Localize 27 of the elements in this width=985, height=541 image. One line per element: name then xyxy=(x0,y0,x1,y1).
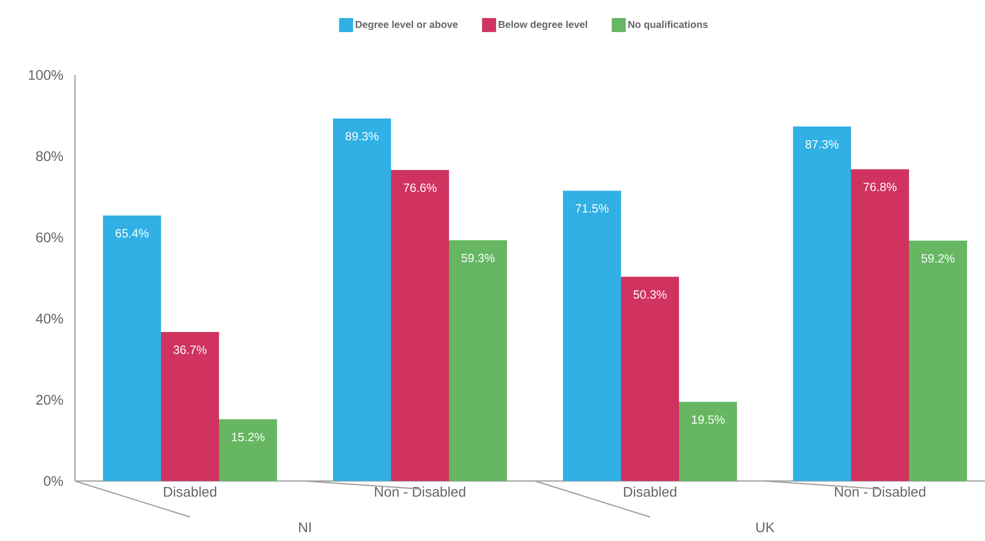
x-tick-label: Disabled xyxy=(624,486,676,497)
data-label: 50.3% xyxy=(634,290,667,299)
data-label: 19.5% xyxy=(692,415,725,424)
y-tick-label: 20% xyxy=(36,394,63,405)
data-label: 36.7% xyxy=(174,346,207,354)
data-label: 15.2% xyxy=(232,432,265,442)
data-label: 59.2% xyxy=(922,254,955,263)
text: NI xyxy=(299,522,311,532)
data-label: 87.3% xyxy=(806,140,839,149)
text: UK xyxy=(756,522,775,532)
y-tick-label: 0% xyxy=(44,476,63,486)
legend-label: No qualifications xyxy=(628,20,708,30)
legend-label: Below degree level xyxy=(498,20,588,30)
y-tick-label: 100% xyxy=(28,70,63,80)
data-label: 76.8% xyxy=(864,182,897,192)
y-tick-label: 60% xyxy=(36,232,63,242)
data-label: 76.6% xyxy=(404,184,437,192)
x-tick-label: Disabled xyxy=(164,486,216,497)
legend-label: Degree level or above xyxy=(356,20,458,30)
data-label: 59.3% xyxy=(462,254,495,262)
data-label: 71.5% xyxy=(576,204,609,213)
data-label: 89.3% xyxy=(346,132,379,140)
y-tick-label: 80% xyxy=(36,151,63,162)
x-tick-label: Non - Disabled xyxy=(835,486,926,497)
y-tick-label: 40% xyxy=(36,314,63,324)
data-label: 65.4% xyxy=(116,228,149,238)
x-tick-label: Non - Disabled xyxy=(375,486,466,497)
